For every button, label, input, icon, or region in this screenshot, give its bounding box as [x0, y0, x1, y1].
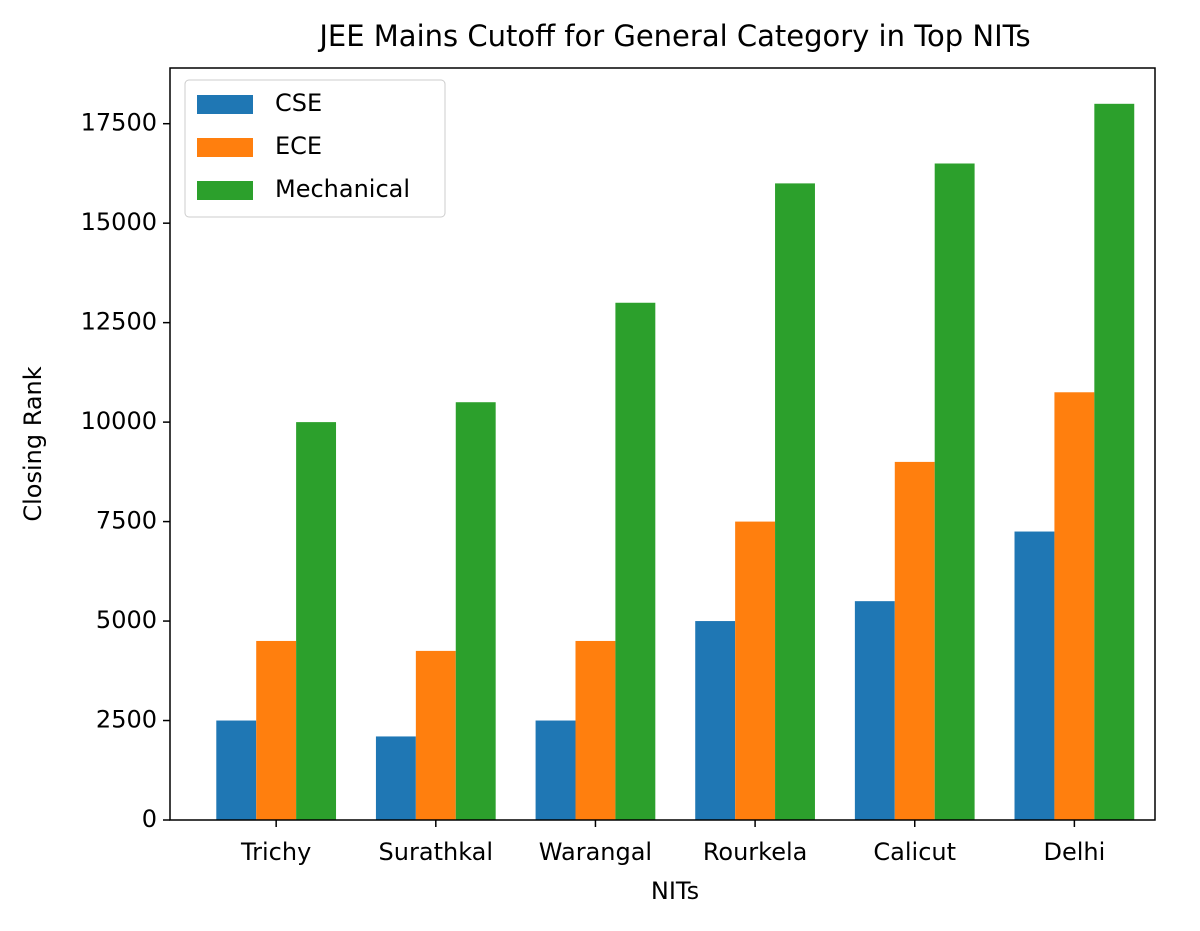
- y-tick-label: 12500: [81, 308, 157, 336]
- bar: [615, 302, 656, 820]
- bar: [854, 601, 895, 820]
- bar: [1094, 103, 1135, 821]
- x-tick-label: Rourkela: [703, 838, 808, 866]
- x-axis-label: NITs: [651, 877, 699, 905]
- y-tick-label: 0: [142, 805, 157, 833]
- y-tick-label: 7500: [96, 507, 157, 535]
- bar: [415, 650, 456, 820]
- bar: [934, 163, 975, 820]
- y-tick-label: 10000: [81, 407, 157, 435]
- x-tick-label: Calicut: [873, 838, 956, 866]
- x-tick-label: Delhi: [1043, 838, 1105, 866]
- plot-frame: [169, 67, 1156, 821]
- bar: [1014, 531, 1055, 820]
- bar: [1054, 392, 1095, 820]
- legend-label: Mechanical: [275, 175, 410, 203]
- legend-swatch: [197, 95, 253, 114]
- bar: [775, 183, 815, 821]
- legend-swatch: [197, 138, 253, 157]
- y-tick-label: 2500: [96, 706, 157, 734]
- bar: [216, 720, 257, 820]
- bar: [375, 736, 416, 820]
- bar: [575, 640, 616, 820]
- y-tick-label: 5000: [96, 606, 157, 634]
- y-axis-label: Closing Rank: [19, 366, 47, 521]
- x-tick-label: Warangal: [539, 838, 652, 866]
- chart-title: JEE Mains Cutoff for General Category in…: [317, 19, 1030, 53]
- bar: [296, 422, 337, 820]
- y-tick-label: 17500: [81, 109, 157, 137]
- x-tick-label: Trichy: [240, 838, 311, 866]
- y-tick-label: 15000: [81, 208, 157, 236]
- bar: [455, 402, 496, 820]
- bar: [695, 621, 736, 820]
- legend-label: ECE: [275, 132, 322, 160]
- legend-swatch: [197, 181, 253, 200]
- x-tick-label: Surathkal: [379, 838, 494, 866]
- bar: [256, 640, 297, 820]
- bar: [535, 720, 576, 820]
- legend-label: CSE: [275, 89, 322, 117]
- bar: [735, 521, 776, 820]
- bar: [894, 461, 935, 820]
